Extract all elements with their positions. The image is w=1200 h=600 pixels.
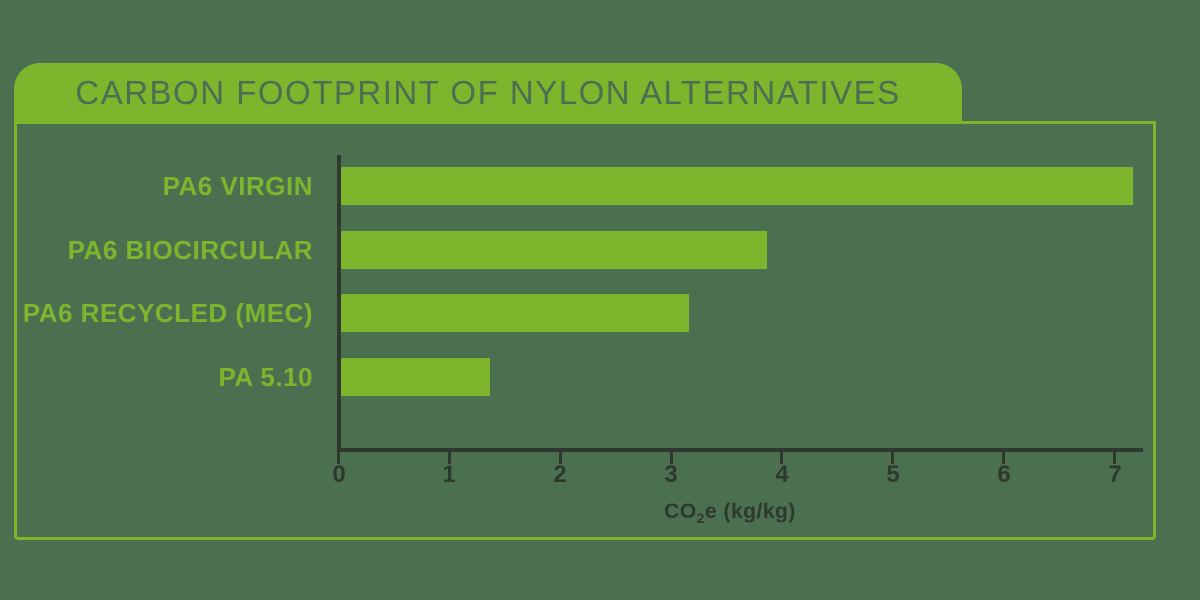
row-label: PA6 BIOCIRCULAR <box>67 234 313 265</box>
bar <box>340 358 490 397</box>
x-axis-line <box>337 448 1143 452</box>
chart-panel <box>14 121 1156 540</box>
tick-label: 5 <box>886 461 900 488</box>
bar <box>340 167 1133 205</box>
tick-label: 7 <box>1108 461 1122 488</box>
bar <box>340 294 689 333</box>
chart-rows: PA6 VIRGIN PA6 BIOCIRCULAR PA6 RECYCLED (M… <box>0 167 1133 397</box>
tick-label: 3 <box>664 461 678 488</box>
tick-mark <box>337 452 340 464</box>
x-axis-label-prefix: CO <box>664 500 697 523</box>
x-axis-label: CO2e (kg/kg) <box>530 500 930 527</box>
tick-mark <box>1002 452 1005 464</box>
tick-label: 0 <box>332 461 346 488</box>
row-label: PA6 VIRGIN <box>162 171 313 201</box>
tick-mark <box>1113 452 1116 464</box>
page-title: CARBON FOOTPRINT OF NYLON ALTERNATIVES <box>75 74 901 111</box>
tick-mark <box>448 452 451 464</box>
bar <box>340 230 767 269</box>
tick-label: 1 <box>442 461 456 488</box>
chart-row: PA6 VIRGIN <box>0 167 1133 205</box>
tick-mark <box>559 452 562 464</box>
tick-label: 6 <box>997 461 1011 488</box>
chart-row: PA 5.10 <box>0 358 1133 397</box>
x-axis-label-suffix: e (kg/kg) <box>704 500 796 523</box>
row-label: PA 5.10 <box>218 362 313 393</box>
title-banner: CARBON FOOTPRINT OF NYLON ALTERNATIVES <box>14 63 962 123</box>
tick-mark <box>780 452 783 464</box>
y-axis-line <box>337 155 341 452</box>
tick-label: 4 <box>775 461 789 488</box>
chart-row: PA6 RECYCLED (MEC) <box>0 294 1133 333</box>
tick-mark <box>891 452 894 464</box>
row-label: PA6 RECYCLED (MEC) <box>22 298 313 329</box>
chart-row: PA6 BIOCIRCULAR <box>0 230 1133 269</box>
x-axis-label-subscript: 2 <box>696 510 705 527</box>
tick-mark <box>670 452 673 464</box>
tick-label: 2 <box>553 461 567 488</box>
